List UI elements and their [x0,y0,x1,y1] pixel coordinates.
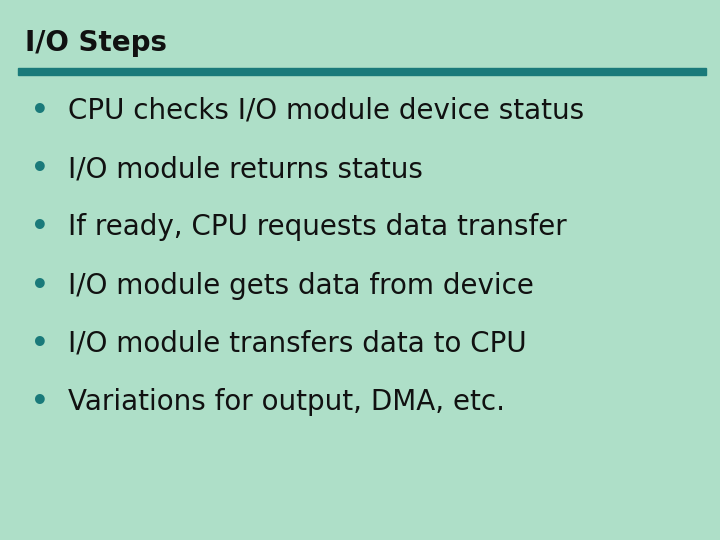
Text: Variations for output, DMA, etc.: Variations for output, DMA, etc. [68,388,505,416]
Bar [18,68,706,75]
Text: •: • [31,388,48,416]
Text: CPU checks I/O module device status: CPU checks I/O module device status [68,97,585,125]
Text: I/O module returns status: I/O module returns status [68,155,423,183]
Text: •: • [31,155,48,183]
Text: •: • [31,272,48,300]
Text: I/O module gets data from device: I/O module gets data from device [68,272,534,300]
Text: •: • [31,213,48,241]
Text: If ready, CPU requests data transfer: If ready, CPU requests data transfer [68,213,567,241]
Text: I/O module transfers data to CPU: I/O module transfers data to CPU [68,330,527,358]
Text: •: • [31,97,48,125]
Text: •: • [31,330,48,358]
Text: I/O Steps: I/O Steps [25,29,167,57]
